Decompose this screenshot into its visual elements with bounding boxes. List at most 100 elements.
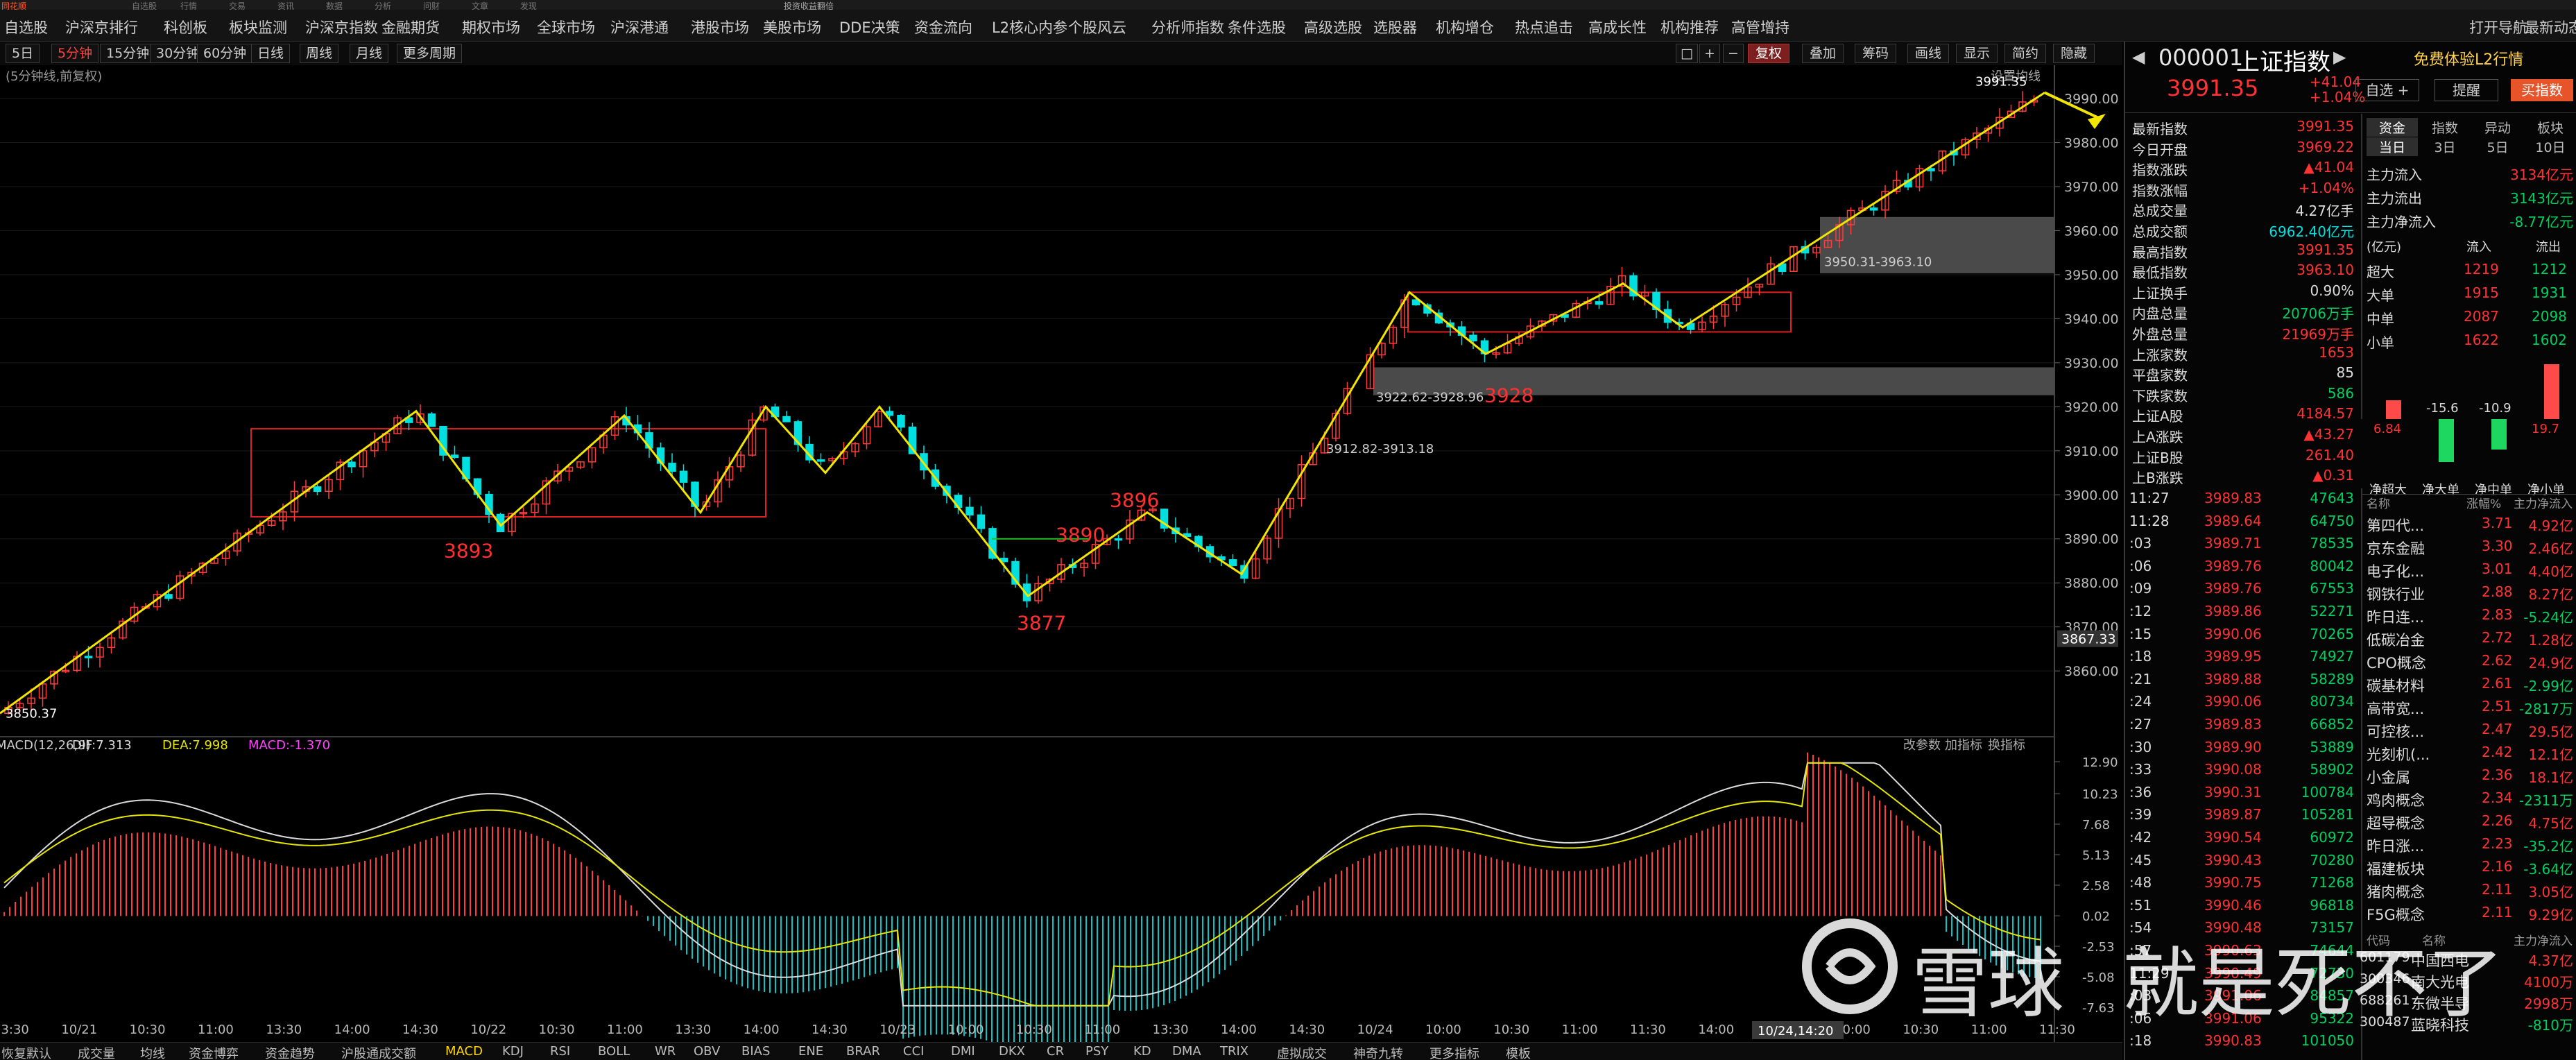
- indicator-tab[interactable]: ENE: [798, 1044, 824, 1059]
- sector-name[interactable]: 钢铁行业: [2367, 586, 2425, 603]
- menu-item[interactable]: L2核心内参: [992, 19, 1068, 36]
- indicator-tab[interactable]: KDJ: [502, 1044, 524, 1059]
- menu-item[interactable]: 热点追击: [1515, 19, 1573, 36]
- sector-name[interactable]: 小金属: [2367, 769, 2410, 786]
- sector-head[interactable]: 名称: [2367, 497, 2390, 511]
- top-link[interactable]: 交易: [229, 1, 246, 10]
- sector-name[interactable]: 超导概念: [2367, 815, 2425, 832]
- kline-chart[interactable]: (5分钟线,前复权) 设置均线3860.003870.003880.003890.…: [0, 65, 2122, 1042]
- chart-tool-button[interactable]: 画线: [1907, 44, 1950, 63]
- chart-tool-button[interactable]: 复权: [1748, 44, 1790, 63]
- top-link[interactable]: 资讯: [277, 1, 295, 10]
- menu-item[interactable]: 高级选股: [1304, 19, 1362, 36]
- indicator-tab[interactable]: BRAR: [846, 1044, 880, 1059]
- sector-name[interactable]: 高带宽...: [2367, 701, 2425, 717]
- zoom-out-icon[interactable]: −: [1723, 44, 1744, 63]
- menu-item[interactable]: 全球市场: [537, 19, 595, 36]
- indicator-tab[interactable]: DMA: [1172, 1044, 1201, 1059]
- sector-head[interactable]: 主力净流入: [2514, 497, 2573, 511]
- add-watch-button[interactable]: 自选 +: [2355, 79, 2419, 101]
- menu-item[interactable]: DDE决策: [839, 19, 900, 36]
- chart-tool-button[interactable]: 显示: [1956, 44, 1998, 63]
- top-link[interactable]: 行情: [180, 1, 198, 10]
- indicator-tab[interactable]: PSY: [1085, 1044, 1109, 1059]
- indicator-tab[interactable]: CR: [1047, 1044, 1065, 1059]
- menu-item[interactable]: 沪深京指数: [305, 19, 378, 36]
- indicator-tab[interactable]: 神奇九转: [1353, 1047, 1403, 1060]
- period-button[interactable]: 15分钟: [100, 44, 156, 63]
- buy-index-button[interactable]: 买指数: [2511, 79, 2573, 101]
- stock-code[interactable]: 300487: [2360, 1014, 2410, 1029]
- sector-name[interactable]: 昨日涨...: [2367, 838, 2425, 855]
- chart-tool-button[interactable]: 隐藏: [2053, 44, 2095, 63]
- period-button[interactable]: 5日: [6, 44, 40, 63]
- top-link[interactable]: 文章: [472, 1, 489, 10]
- menu-item[interactable]: 高成长性: [1588, 19, 1647, 36]
- flow-tab[interactable]: 异动: [2484, 121, 2511, 136]
- sector-name[interactable]: CPO概念: [2367, 655, 2426, 672]
- flow-tab[interactable]: 资金: [2367, 118, 2418, 137]
- next-arrow-icon[interactable]: ▶: [2333, 47, 2346, 67]
- stock-name[interactable]: 中国西电: [2411, 952, 2469, 969]
- indicator-tab[interactable]: MACD: [445, 1044, 483, 1059]
- sector-name[interactable]: F5G概念: [2367, 907, 2425, 923]
- indicator-tab[interactable]: CCI: [903, 1044, 925, 1059]
- menu-item[interactable]: 板块监测: [229, 19, 287, 36]
- period-button[interactable]: 30分钟: [150, 44, 206, 63]
- range-tab[interactable]: 当日: [2367, 137, 2418, 156]
- menu-item[interactable]: 高管增持: [1731, 19, 1789, 36]
- flow-tab[interactable]: 指数: [2431, 121, 2458, 136]
- period-button[interactable]: 月线: [350, 44, 389, 63]
- chart-tool-button[interactable]: 筹码: [1855, 44, 1897, 63]
- indicator-tab[interactable]: 资金博弈: [189, 1047, 239, 1060]
- l2-trial-link[interactable]: 免费体验L2行情: [2414, 51, 2524, 69]
- stock-code[interactable]: 688261: [2360, 993, 2410, 1008]
- menu-item[interactable]: 港股市场: [691, 19, 749, 36]
- menu-item[interactable]: 资金流向: [914, 19, 972, 36]
- menu-item[interactable]: 个股风云: [1068, 19, 1126, 36]
- menu-item[interactable]: 机构推荐: [1660, 19, 1719, 36]
- stock-code[interactable]: 601179: [2360, 950, 2410, 965]
- sector-name[interactable]: 昨日连...: [2367, 609, 2425, 626]
- sector-name[interactable]: 碳基材料: [2367, 678, 2425, 694]
- sector-name[interactable]: 京东金融: [2367, 540, 2425, 557]
- prev-arrow-icon[interactable]: ◀: [2132, 47, 2145, 67]
- sector-name[interactable]: 低碳冶金: [2367, 632, 2425, 649]
- menu-item[interactable]: 科创板: [164, 19, 207, 36]
- flow-tab[interactable]: 板块: [2536, 121, 2564, 136]
- period-button[interactable]: 5分钟: [51, 44, 99, 63]
- indicator-tab[interactable]: 虚拟成交: [1277, 1047, 1327, 1060]
- period-button[interactable]: 日线: [251, 44, 291, 63]
- menu-item[interactable]: 沪深港通: [610, 19, 669, 36]
- menu-item[interactable]: 选股器: [1373, 19, 1417, 36]
- indicator-tab[interactable]: DMI: [951, 1044, 975, 1059]
- top-link[interactable]: 问财: [423, 1, 440, 10]
- indicator-tab[interactable]: 更多指标: [1429, 1047, 1479, 1060]
- indicator-tab[interactable]: BOLL: [598, 1044, 630, 1059]
- menu-item[interactable]: 分析师指数: [1151, 19, 1224, 36]
- zoom-in-icon[interactable]: +: [1699, 44, 1720, 63]
- chart-tool-button[interactable]: 简约: [2004, 44, 2047, 63]
- indicator-tab[interactable]: RSI: [550, 1044, 571, 1059]
- indicator-tab[interactable]: 模板: [1506, 1047, 1531, 1060]
- sector-name[interactable]: 猪肉概念: [2367, 884, 2425, 900]
- sector-head[interactable]: 涨幅%: [2466, 497, 2502, 511]
- sector-name[interactable]: 可控核...: [2367, 724, 2425, 740]
- period-button[interactable]: 更多周期: [397, 44, 463, 63]
- period-button[interactable]: 60分钟: [197, 44, 253, 63]
- indicator-tab[interactable]: 成交量: [78, 1047, 115, 1060]
- indicator-tab[interactable]: BIAS: [741, 1044, 771, 1059]
- chart-tool-button[interactable]: 叠加: [1802, 44, 1844, 63]
- sector-name[interactable]: 福建板块: [2367, 861, 2425, 878]
- menu-item[interactable]: 金融期货: [381, 19, 440, 36]
- stock-name[interactable]: 蓝晓科技: [2411, 1017, 2469, 1034]
- indicator-tab[interactable]: WR: [655, 1044, 676, 1059]
- top-link[interactable]: 分析: [375, 1, 392, 10]
- sector-name[interactable]: 第四代...: [2367, 518, 2425, 534]
- sector-name[interactable]: 光刻机(...: [2367, 746, 2430, 763]
- indicator-tab[interactable]: 沪股通成交额: [341, 1047, 416, 1060]
- stock-name[interactable]: 南大光电: [2411, 974, 2469, 991]
- alert-button[interactable]: 提醒: [2435, 79, 2498, 101]
- menu-item[interactable]: 自选股: [4, 19, 48, 36]
- menu-item[interactable]: 机构增仓: [1436, 19, 1494, 36]
